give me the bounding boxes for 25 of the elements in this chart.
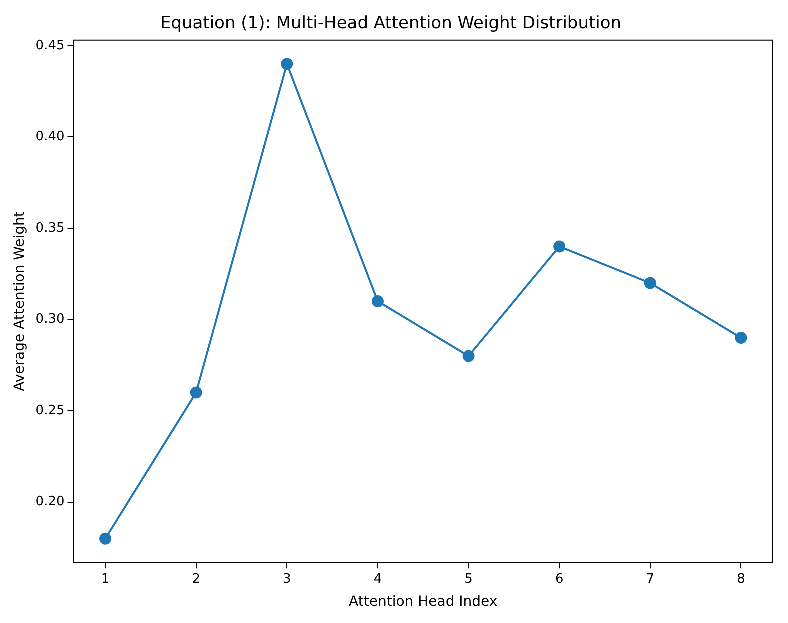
y-tick-label: 0.30 xyxy=(36,312,65,328)
x-tick-label: 6 xyxy=(555,572,564,587)
y-tick-label: 0.20 xyxy=(36,494,65,510)
point xyxy=(190,386,202,399)
point xyxy=(554,240,566,253)
x-tick-label: 5 xyxy=(464,572,473,587)
x-tick-label: 4 xyxy=(374,572,382,587)
y-tick-label: 0.45 xyxy=(36,38,65,54)
y-tick-label: 0.25 xyxy=(36,403,65,418)
x-tick-label: 3 xyxy=(283,572,292,587)
x-tick-label: 2 xyxy=(192,572,200,587)
x-axis-title: Attention Head Index xyxy=(349,594,498,610)
y-tick-label: 0.40 xyxy=(36,130,65,145)
y-tick-label: 0.35 xyxy=(36,220,65,236)
x-tick-label: 8 xyxy=(737,572,746,587)
point xyxy=(644,277,656,290)
chart-title: Equation (1): Multi-Head Attention Weight Distribution xyxy=(160,14,622,34)
y-axis-title: Average Attention Weight xyxy=(12,211,28,392)
point xyxy=(100,532,112,545)
x-tick-label: 7 xyxy=(646,572,655,587)
point xyxy=(735,332,748,344)
point xyxy=(281,58,294,70)
x-tick-label: 1 xyxy=(101,572,110,587)
point xyxy=(372,296,384,308)
point xyxy=(462,350,475,362)
